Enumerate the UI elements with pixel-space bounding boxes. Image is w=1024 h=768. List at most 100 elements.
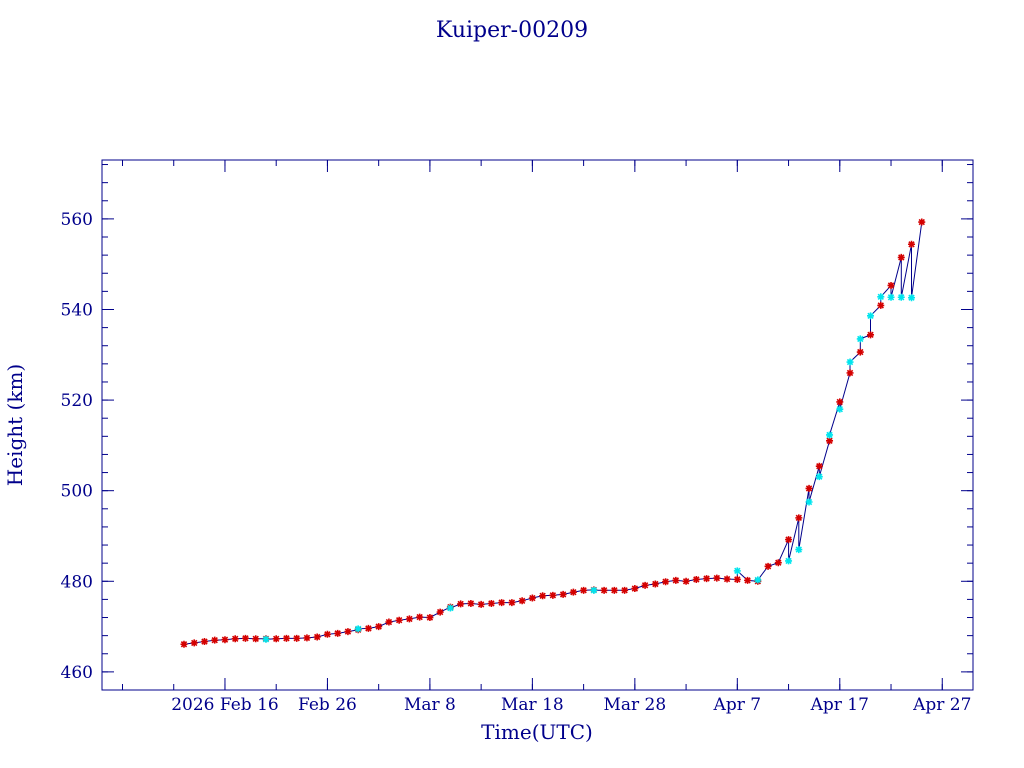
data-point-red — [539, 592, 547, 600]
y-tick-label: 520 — [61, 391, 93, 411]
data-point-red — [805, 484, 813, 492]
data-point-red — [723, 575, 731, 583]
data-point-cyan — [795, 546, 803, 554]
x-tick-label: 2026 Feb 16 — [171, 695, 279, 715]
data-point-red — [344, 628, 352, 636]
data-point-red — [211, 636, 219, 644]
data-point-red — [323, 630, 331, 638]
data-point-red — [436, 608, 444, 616]
data-point-red — [477, 600, 485, 608]
data-point-red — [908, 240, 916, 248]
data-point-red — [487, 599, 495, 607]
data-point-red — [528, 594, 536, 602]
data-point-red — [641, 581, 649, 589]
data-point-cyan — [805, 498, 813, 506]
data-point-red — [672, 576, 680, 584]
data-point-red — [221, 636, 229, 644]
x-tick-label: Mar 18 — [501, 695, 564, 715]
x-tick-label: Mar 28 — [603, 695, 666, 715]
data-point-red — [385, 618, 393, 626]
data-point-red — [416, 613, 424, 621]
data-point-cyan — [754, 576, 762, 584]
data-point-red — [867, 331, 875, 339]
data-point-red — [856, 348, 864, 356]
data-point-red — [764, 562, 772, 570]
data-point-cyan — [846, 358, 854, 366]
height-line — [183, 222, 923, 645]
data-point-red — [692, 575, 700, 583]
data-point-red — [252, 635, 260, 643]
data-point-cyan — [446, 604, 454, 612]
data-point-red — [815, 462, 823, 470]
y-tick-label: 480 — [61, 572, 93, 592]
data-point-red — [897, 253, 905, 261]
x-tick-label: Feb 26 — [298, 695, 357, 715]
data-point-red — [887, 281, 895, 289]
data-point-cyan — [590, 586, 598, 594]
data-point-red — [190, 639, 198, 647]
data-point-red — [200, 638, 208, 646]
data-point-red — [621, 586, 629, 594]
data-point-red — [426, 614, 434, 622]
data-point-red — [180, 640, 188, 648]
data-point-red — [293, 634, 301, 642]
data-point-red — [549, 591, 557, 599]
data-point-red — [846, 369, 854, 377]
data-point-red — [518, 597, 526, 605]
data-point-cyan — [354, 625, 362, 633]
data-point-red — [826, 437, 834, 445]
data-point-red — [682, 577, 690, 585]
data-point-red — [631, 585, 639, 593]
x-tick-label: Apr 7 — [713, 695, 762, 715]
chart-title: Kuiper-00209 — [436, 18, 588, 43]
data-point-red — [580, 586, 588, 594]
data-point-red — [785, 536, 793, 544]
x-axis-label: Time(UTC) — [481, 720, 593, 744]
data-point-red — [600, 586, 608, 594]
data-point-cyan — [877, 293, 885, 301]
data-point-red — [610, 586, 618, 594]
data-point-red — [303, 634, 311, 642]
y-tick-label: 500 — [61, 482, 93, 502]
data-point-red — [364, 624, 372, 632]
y-tick-label: 560 — [61, 210, 93, 230]
data-point-red — [231, 635, 239, 643]
data-point-red — [559, 590, 567, 598]
data-point-red — [744, 576, 752, 584]
data-point-red — [282, 634, 290, 642]
data-point-red — [467, 599, 475, 607]
data-point-red — [918, 218, 926, 226]
plot-frame — [101, 159, 974, 691]
data-point-red — [272, 635, 280, 643]
y-axis-label: Height (km) — [3, 364, 27, 486]
y-tick-label: 540 — [61, 300, 93, 320]
data-point-cyan — [785, 557, 793, 565]
data-point-red — [713, 574, 721, 582]
data-point-red — [313, 633, 321, 641]
data-point-red — [508, 599, 516, 607]
data-point-red — [405, 615, 413, 623]
data-point-cyan — [867, 312, 875, 320]
data-point-red — [241, 634, 249, 642]
data-point-cyan — [897, 293, 905, 301]
plot-area: 2026 Feb 16 Feb 26 Mar 8 Mar 18 Mar 28 Apr 7 A… — [61, 159, 974, 715]
data-point-red — [334, 629, 342, 637]
data-point-red — [569, 588, 577, 596]
data-point-red — [375, 623, 383, 631]
data-point-cyan — [733, 567, 741, 575]
x-tick-label: Apr 27 — [912, 695, 971, 715]
data-point-cyan — [887, 293, 895, 301]
data-point-cyan — [826, 431, 834, 439]
data-point-red — [877, 301, 885, 309]
data-point-red — [457, 600, 465, 608]
data-point-cyan — [836, 405, 844, 413]
data-point-red — [836, 398, 844, 406]
data-point-red — [795, 514, 803, 522]
y-tick-label: 460 — [61, 663, 93, 683]
x-tick-label: Mar 8 — [404, 695, 456, 715]
data-point-red — [395, 616, 403, 624]
data-point-red — [498, 599, 506, 607]
x-tick-label: Apr 17 — [810, 695, 869, 715]
data-point-cyan — [908, 294, 916, 302]
